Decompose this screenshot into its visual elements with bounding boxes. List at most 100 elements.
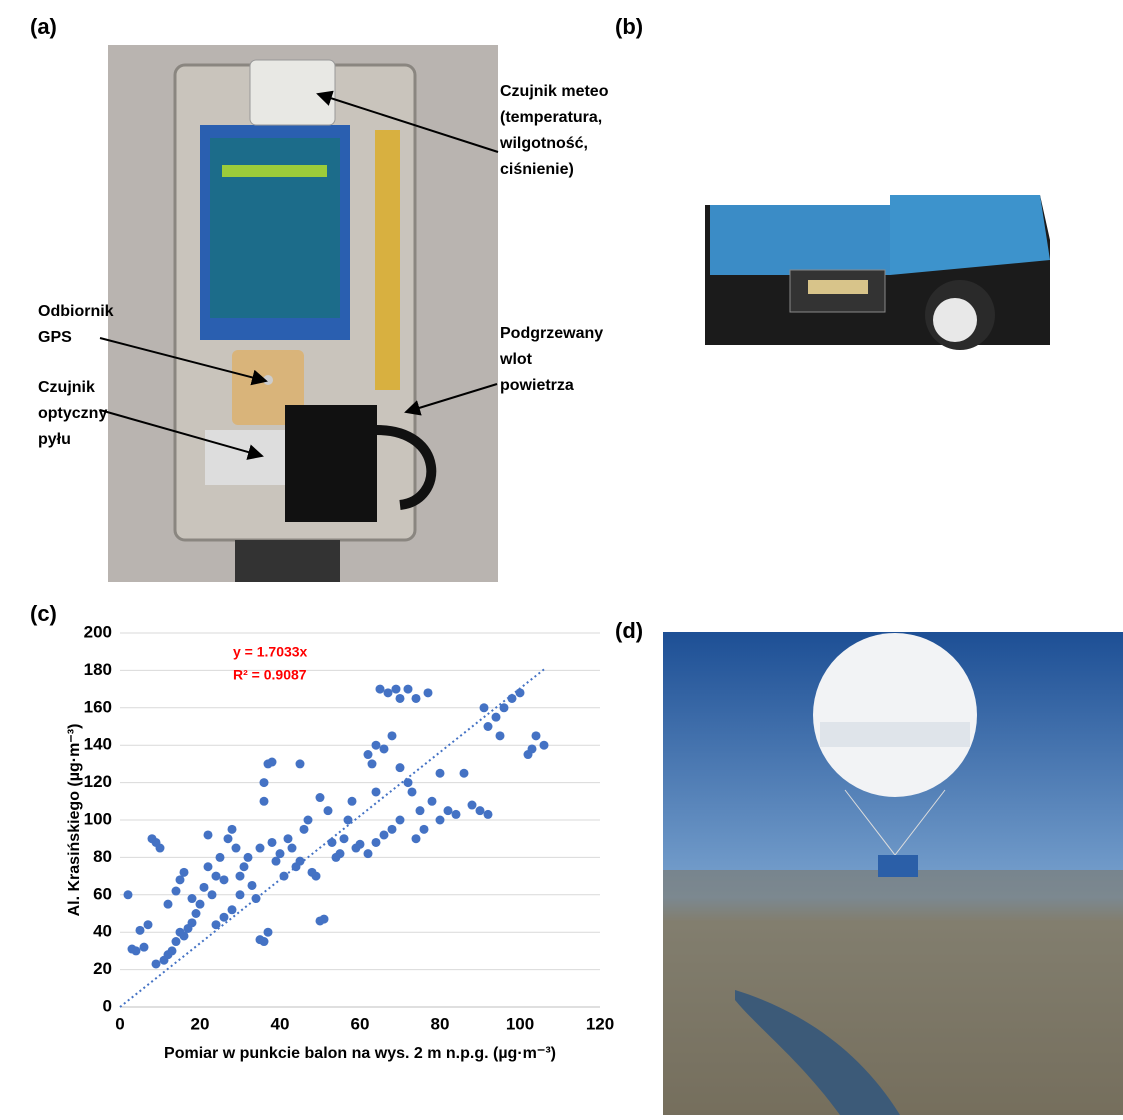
point bbox=[284, 834, 293, 843]
y-tick-label: 180 bbox=[84, 660, 112, 679]
point bbox=[408, 787, 417, 796]
point bbox=[496, 731, 505, 740]
point bbox=[384, 688, 393, 697]
point bbox=[240, 862, 249, 871]
point bbox=[540, 741, 549, 750]
point bbox=[220, 913, 229, 922]
point bbox=[452, 810, 461, 819]
point bbox=[200, 883, 209, 892]
point bbox=[380, 744, 389, 753]
panel-label: (d) bbox=[615, 618, 643, 643]
point bbox=[372, 787, 381, 796]
point bbox=[164, 900, 173, 909]
annotation: GPS bbox=[38, 329, 72, 346]
point bbox=[460, 769, 469, 778]
point bbox=[204, 862, 213, 871]
point bbox=[304, 816, 313, 825]
point bbox=[436, 769, 445, 778]
point bbox=[396, 816, 405, 825]
point bbox=[476, 806, 485, 815]
annotation: pyłu bbox=[38, 431, 71, 448]
annotation: Podgrzewany bbox=[500, 325, 603, 342]
point bbox=[228, 825, 237, 834]
annotation: wilgotność, bbox=[499, 135, 588, 152]
point bbox=[424, 688, 433, 697]
point bbox=[180, 868, 189, 877]
point bbox=[216, 853, 225, 862]
point bbox=[344, 816, 353, 825]
point bbox=[224, 834, 233, 843]
point bbox=[260, 797, 269, 806]
point bbox=[324, 806, 333, 815]
point bbox=[232, 844, 241, 853]
point bbox=[412, 694, 421, 703]
point bbox=[508, 694, 517, 703]
point bbox=[484, 810, 493, 819]
point bbox=[152, 959, 161, 968]
point bbox=[468, 801, 477, 810]
point bbox=[172, 937, 181, 946]
point bbox=[296, 857, 305, 866]
point bbox=[260, 778, 269, 787]
point bbox=[188, 918, 197, 927]
annotation: Czujnik bbox=[38, 379, 95, 396]
y-tick-label: 100 bbox=[84, 809, 112, 828]
point bbox=[260, 937, 269, 946]
point bbox=[356, 840, 365, 849]
point bbox=[140, 943, 149, 952]
point bbox=[320, 915, 329, 924]
point bbox=[268, 838, 277, 847]
point bbox=[196, 900, 205, 909]
y-tick-label: 0 bbox=[103, 996, 112, 1015]
photo-sensor bbox=[705, 195, 1050, 350]
point bbox=[388, 731, 397, 740]
point bbox=[192, 909, 201, 918]
x-tick-label: 60 bbox=[351, 1014, 370, 1033]
annotation: (temperatura, bbox=[500, 109, 602, 126]
point bbox=[312, 872, 321, 881]
point bbox=[376, 685, 385, 694]
point bbox=[212, 920, 221, 929]
page: (a) (b) (c) (d) Czujnik meteo(temperatur… bbox=[0, 0, 1123, 1120]
point bbox=[228, 905, 237, 914]
x-tick-label: 80 bbox=[431, 1014, 450, 1033]
point bbox=[244, 853, 253, 862]
point bbox=[268, 758, 277, 767]
point bbox=[372, 838, 381, 847]
point bbox=[388, 825, 397, 834]
point bbox=[124, 890, 133, 899]
point bbox=[236, 872, 245, 881]
point bbox=[532, 731, 541, 740]
point bbox=[276, 849, 285, 858]
x-axis-label: Pomiar w punkcie balon na wys. 2 m n.p.g… bbox=[164, 1045, 556, 1062]
point bbox=[132, 946, 141, 955]
point bbox=[348, 797, 357, 806]
x-tick-label: 120 bbox=[586, 1014, 614, 1033]
annotation: ciśnienie) bbox=[500, 161, 574, 178]
point bbox=[156, 844, 165, 853]
point bbox=[484, 722, 493, 731]
point bbox=[528, 744, 537, 753]
point bbox=[236, 890, 245, 899]
point bbox=[428, 797, 437, 806]
photo-device bbox=[108, 45, 498, 582]
annotation: Odbiornik bbox=[38, 303, 114, 320]
point bbox=[264, 928, 273, 937]
point bbox=[288, 844, 297, 853]
point bbox=[396, 694, 405, 703]
y-tick-label: 120 bbox=[84, 772, 112, 791]
point bbox=[420, 825, 429, 834]
point bbox=[168, 946, 177, 955]
photo-balloon bbox=[663, 632, 1123, 1115]
panel-label: (a) bbox=[30, 14, 57, 39]
annotation: wlot bbox=[499, 351, 533, 368]
y-tick-label: 200 bbox=[84, 622, 112, 641]
point bbox=[404, 685, 413, 694]
point bbox=[300, 825, 309, 834]
y-tick-label: 140 bbox=[84, 735, 112, 754]
x-tick-label: 0 bbox=[115, 1014, 124, 1033]
point bbox=[392, 685, 401, 694]
trendline-equation: y = 1.7033x bbox=[233, 644, 308, 660]
point bbox=[256, 844, 265, 853]
y-tick-label: 80 bbox=[93, 847, 112, 866]
